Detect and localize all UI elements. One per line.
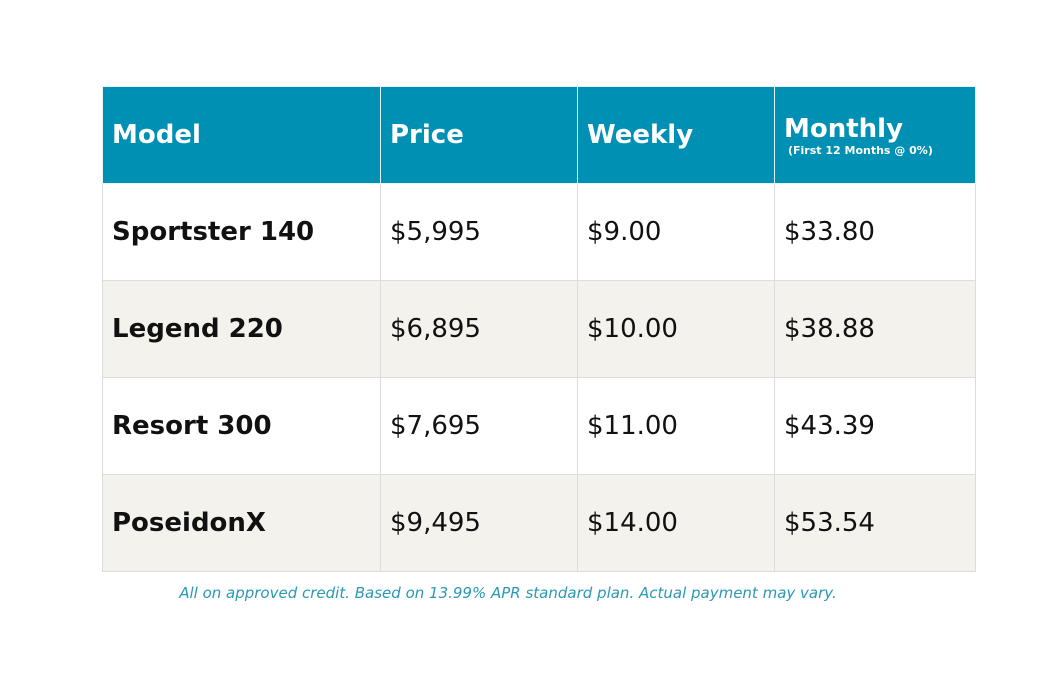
header-cell: Monthly (First 12 Months @ 0%) bbox=[774, 86, 976, 184]
model-cell: PoseidonX bbox=[102, 474, 381, 572]
header-row: Model Price Weekly Monthly (First 12 Months … bbox=[102, 86, 976, 184]
table-row: Sportster 140 $5,995 $9.00 $33.80 bbox=[102, 183, 976, 281]
footnote: All on approved credit. Based on 13.99% … bbox=[179, 584, 837, 602]
value-cell: $5,995 bbox=[380, 183, 578, 281]
header-label: Weekly bbox=[587, 120, 694, 150]
value-cell: $33.80 bbox=[774, 183, 976, 281]
pricing-table: Model Price Weekly Monthly (First 12 Months … bbox=[102, 86, 976, 572]
value-cell: $9,495 bbox=[380, 474, 578, 572]
header-label: Price bbox=[390, 120, 464, 150]
value-cell: $43.39 bbox=[774, 377, 976, 475]
header-cell: Weekly bbox=[577, 86, 775, 184]
header-label: Model bbox=[112, 120, 201, 150]
value-cell: $10.00 bbox=[577, 280, 775, 378]
table-row: Legend 220 $6,895 $10.00 $38.88 bbox=[102, 280, 976, 378]
model-cell: Resort 300 bbox=[102, 377, 381, 475]
value-cell: $9.00 bbox=[577, 183, 775, 281]
table-row: Resort 300 $7,695 $11.00 $43.39 bbox=[102, 377, 976, 475]
value-cell: $53.54 bbox=[774, 474, 976, 572]
value-cell: $6,895 bbox=[380, 280, 578, 378]
model-cell: Sportster 140 bbox=[102, 183, 381, 281]
table-body: Sportster 140 $5,995 $9.00 $33.80 Legend 220… bbox=[102, 183, 976, 572]
value-cell: $14.00 bbox=[577, 474, 775, 572]
header-note: (First 12 Months @ 0%) bbox=[788, 143, 933, 157]
value-cell: $38.88 bbox=[774, 280, 976, 378]
table-row: PoseidonX $9,495 $14.00 $53.54 bbox=[102, 474, 976, 572]
header-cell: Price bbox=[380, 86, 578, 184]
value-cell: $7,695 bbox=[380, 377, 578, 475]
header-cell: Model bbox=[102, 86, 381, 184]
header-label: Monthly bbox=[784, 113, 904, 144]
model-cell: Legend 220 bbox=[102, 280, 381, 378]
value-cell: $11.00 bbox=[577, 377, 775, 475]
